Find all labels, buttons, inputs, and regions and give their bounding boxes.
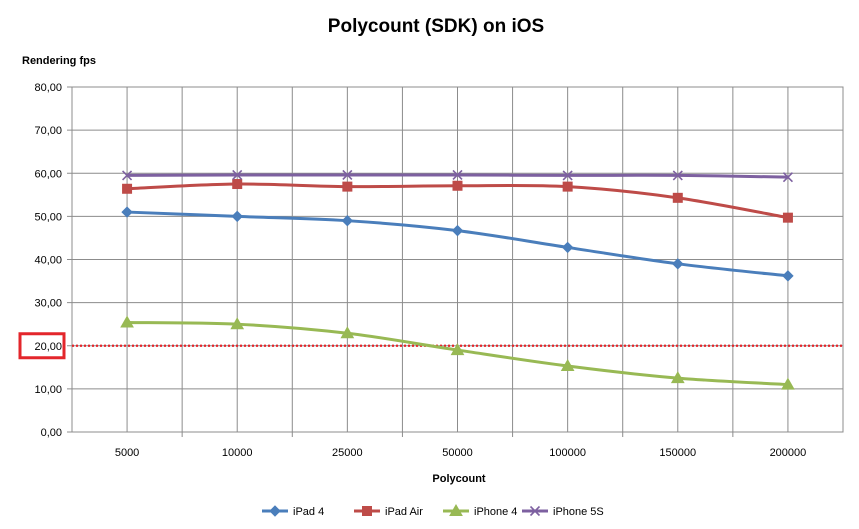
data-point [672,170,683,181]
legend-label: iPad Air [385,506,423,518]
x-marker-stroke [529,505,541,517]
legend-item: iPad 4 [262,505,324,518]
data-point [782,172,793,183]
x-marker-stroke [672,170,683,181]
data-point [782,212,793,223]
chart-title: Polycount (SDK) on iOS [328,16,544,37]
data-point [562,181,573,192]
data-point [230,317,245,330]
legend-item: iPad Air [354,506,423,518]
data-point [672,192,683,203]
series-iphone-4 [120,315,795,390]
legend-marker [362,506,372,516]
data-point [452,180,463,191]
data-point [560,359,575,372]
y-tick-label: 50,00 [34,211,62,223]
data-point [232,169,243,181]
y-tick-label: 70,00 [34,125,62,137]
x-tick-label: 150000 [659,447,696,459]
x-axis-title: Polycount [432,473,486,485]
x-tick-label: 50000 [442,447,473,459]
data-point [122,170,133,181]
x-marker-stroke [122,170,133,181]
y-tick-label: 0,00 [41,427,62,439]
data-point [232,179,243,190]
x-marker-stroke [562,170,573,181]
legend-label: iPad 4 [293,506,324,518]
data-point [781,377,795,390]
data-point [452,169,463,181]
data-point [120,315,134,328]
legend: iPad 4 iPad Air iPhone 4 iPhone 5S [262,503,604,518]
y-tick-label: 40,00 [34,255,62,267]
data-point [122,183,133,194]
legend-label: iPhone 5S [553,506,604,518]
data-point [562,170,573,181]
legend-marker [529,505,541,517]
highlight-box [18,332,66,360]
data-point [561,241,574,254]
data-point [121,206,133,218]
y-tick-label: 20,00 [34,341,62,353]
x-marker-stroke [232,169,243,181]
y-tick-label: 80,00 [34,82,62,94]
plot-border [71,86,844,433]
legend-item: iPhone 5S [522,505,604,518]
x-tick-label: 10000 [222,447,253,459]
data-point [670,371,685,384]
x-tick-label: 25000 [332,447,363,459]
data-point [672,258,684,270]
y-tick-label: 10,00 [34,384,62,396]
series-ipad-air [122,179,793,223]
data-point [342,169,353,181]
x-marker-stroke [452,169,463,181]
data-point [782,270,794,282]
x-tick-label: 5000 [115,447,139,459]
y-tick-label: 60,00 [34,168,62,180]
legend-marker [269,505,281,517]
x-marker-stroke [782,172,793,183]
data-point [451,224,464,237]
data-point [340,326,355,339]
legend-marker [449,503,463,516]
legend-item: iPhone 4 [443,503,517,518]
y-tick-label: 30,00 [34,298,62,310]
data-point [450,343,465,356]
x-tick-label: 100000 [549,447,586,459]
series-iphone-5s [122,169,793,183]
plot-area: 0,00 10,00 20,00 30,00 40,00 50,00 60,00 70,00 8… [18,82,844,459]
data-point [341,214,354,227]
y-axis-title: Rendering fps [22,55,96,67]
legend-label: iPhone 4 [474,506,517,518]
data-point [342,181,353,192]
x-marker-stroke [342,169,353,181]
series-ipad-4 [121,206,794,282]
x-tick-label: 200000 [770,447,807,459]
data-point [231,210,243,223]
